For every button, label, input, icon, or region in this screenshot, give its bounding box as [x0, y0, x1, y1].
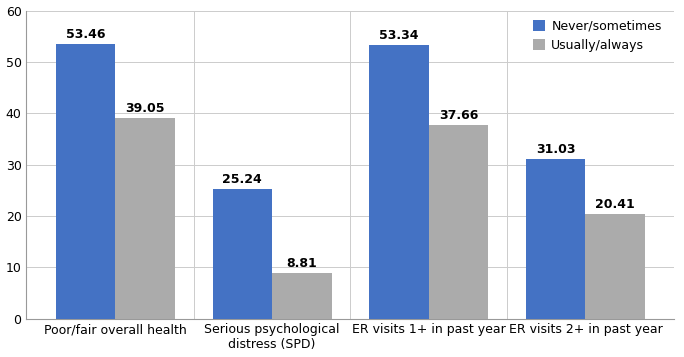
Text: 53.46: 53.46: [66, 28, 105, 41]
Bar: [429, 125, 488, 318]
Bar: [116, 118, 175, 318]
Text: 25.24: 25.24: [222, 173, 262, 186]
Text: 20.41: 20.41: [595, 198, 635, 211]
Bar: [56, 44, 116, 318]
Legend: Never/sometimes, Usually/always: Never/sometimes, Usually/always: [533, 20, 661, 52]
Bar: [272, 273, 332, 318]
Bar: [526, 159, 586, 318]
Bar: [586, 214, 645, 318]
Text: 53.34: 53.34: [379, 29, 419, 42]
Text: 31.03: 31.03: [536, 143, 575, 156]
Text: 37.66: 37.66: [439, 109, 478, 122]
Text: 39.05: 39.05: [125, 102, 165, 115]
Bar: [369, 45, 429, 318]
Bar: [213, 189, 272, 318]
Text: 8.81: 8.81: [287, 257, 317, 270]
